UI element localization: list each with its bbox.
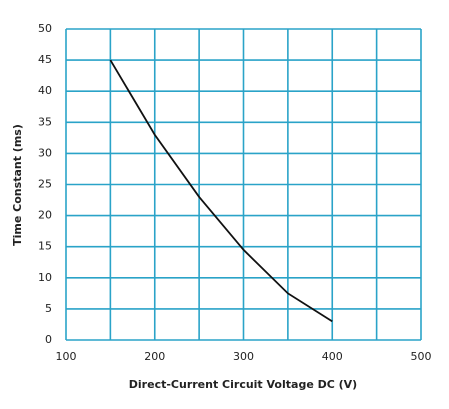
x-tick-label: 100 [56, 350, 77, 363]
y-axis-title: Time Constant (ms) [11, 124, 24, 246]
y-tick-label: 40 [38, 84, 52, 97]
x-tick-label: 500 [411, 350, 432, 363]
y-tick-label: 50 [38, 22, 52, 35]
x-tick-label: 400 [322, 350, 343, 363]
y-tick-label: 0 [45, 333, 52, 346]
y-tick-label: 15 [38, 240, 52, 253]
y-tick-label: 25 [38, 178, 52, 191]
x-tick-label: 200 [144, 350, 165, 363]
x-tick-label: 300 [233, 350, 254, 363]
data-line [109, 59, 333, 323]
y-tick-label: 35 [38, 115, 52, 128]
y-tick-label: 5 [45, 302, 52, 315]
y-tick-label: 20 [38, 209, 52, 222]
y-tick-label: 30 [38, 146, 52, 159]
y-tick-label: 45 [38, 53, 52, 66]
x-axis-title: Direct-Current Circuit Voltage DC (V) [129, 378, 357, 391]
y-tick-label: 10 [38, 271, 52, 284]
